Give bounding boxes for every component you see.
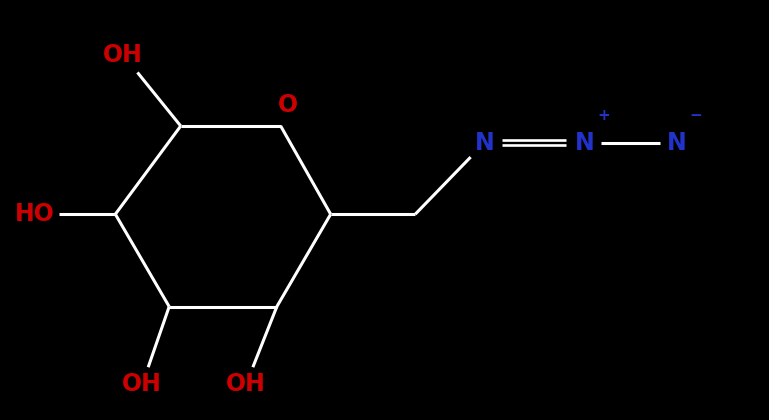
Text: N: N — [667, 131, 687, 155]
Text: −: − — [690, 108, 702, 123]
Text: +: + — [598, 108, 610, 123]
Text: N: N — [474, 131, 494, 155]
Text: OH: OH — [122, 372, 162, 396]
Text: N: N — [574, 131, 594, 155]
Text: O: O — [278, 93, 298, 117]
Text: HO: HO — [15, 202, 55, 226]
Text: OH: OH — [103, 42, 143, 67]
Text: OH: OH — [226, 372, 266, 396]
